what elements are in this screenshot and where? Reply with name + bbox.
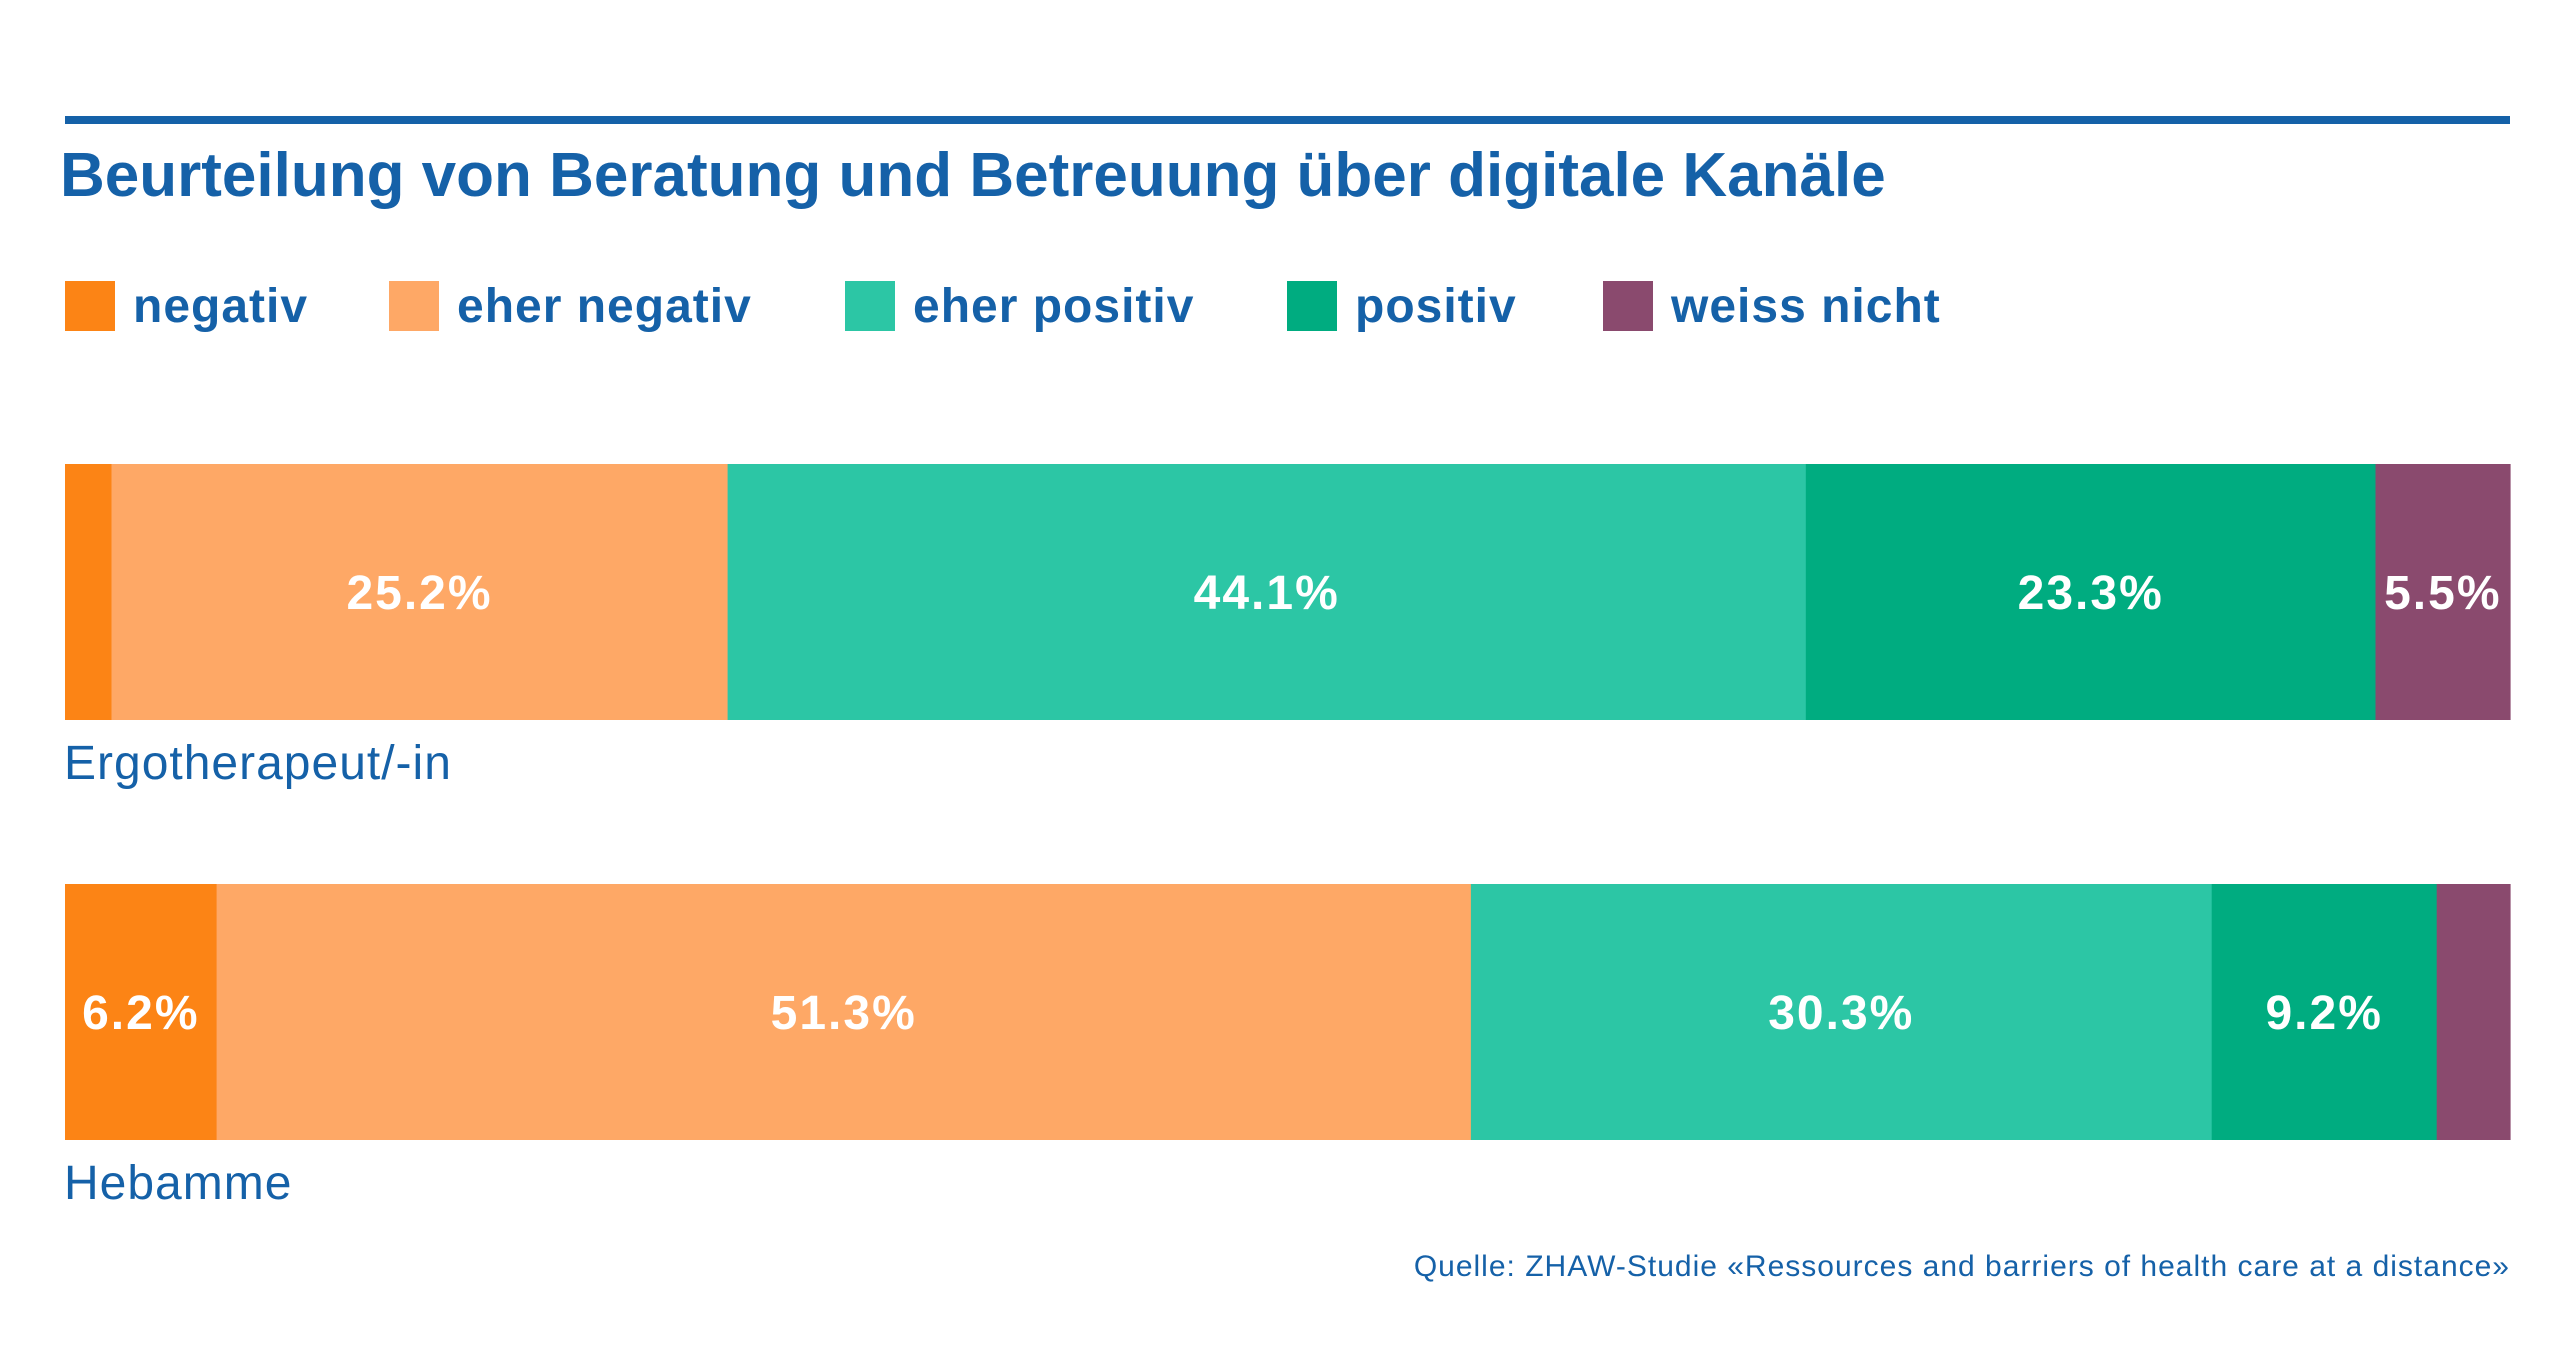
legend-item-eher-negativ: eher negativ <box>389 278 752 334</box>
bar-segment-positiv-2 <box>2211 884 2438 1140</box>
legend-item-eher-positiv: eher positiv <box>845 278 1194 334</box>
legend-swatch-eher-negativ <box>389 281 439 331</box>
legend-item-weiss-nicht: weiss nicht <box>1603 278 1941 334</box>
legend-label-eher-positiv: eher positiv <box>913 279 1195 333</box>
bar-segment-negativ-1 <box>65 464 113 720</box>
legend-swatch-weiss-nicht <box>1603 281 1653 331</box>
data-label-eher-positiv-1: 44.1% <box>1194 567 1340 620</box>
source-note: Quelle: ZHAW-Studie «Ressources and barr… <box>1413 1250 2510 1283</box>
bar-segment-positiv-1 <box>1805 464 2377 720</box>
data-label-negativ-2: 6.2% <box>82 987 199 1040</box>
legend-item-positiv: positiv <box>1287 278 1517 334</box>
legend-swatch-eher-positiv <box>845 281 895 331</box>
legend-swatch-negativ <box>65 281 115 331</box>
bar-segment-weiss-nicht-1 <box>2375 464 2511 720</box>
legend-label-positiv: positiv <box>1355 279 1517 333</box>
bar-segment-eher-positiv-2 <box>1470 884 2213 1140</box>
legend-label-eher-negativ: eher negativ <box>457 279 752 333</box>
category-label-ergotherapeut: Ergotherapeut/-in <box>64 737 452 790</box>
title-rule <box>65 116 2510 124</box>
data-label-eher-negativ-1: 25.2% <box>346 567 492 620</box>
bar-segment-eher-negativ-1 <box>111 464 729 720</box>
data-label-eher-positiv-2: 30.3% <box>1768 987 1914 1040</box>
bar-segment-weiss-nicht-2 <box>2436 884 2511 1140</box>
legend: negativ eher negativ eher positiv positi… <box>0 278 2560 334</box>
legend-swatch-positiv <box>1287 281 1337 331</box>
bar-segment-negativ-2 <box>65 884 218 1140</box>
bar-segment-eher-positiv-1 <box>727 464 1807 720</box>
category-label-hebamme: Hebamme <box>64 1157 293 1210</box>
data-label-positiv-1: 23.3% <box>2018 567 2164 620</box>
legend-label-negativ: negativ <box>133 279 309 333</box>
legend-item-negativ: negativ <box>65 278 308 334</box>
chart-title: Beurteilung von Beratung und Betreuung ü… <box>60 141 1886 210</box>
data-label-eher-negativ-2: 51.3% <box>771 987 917 1040</box>
legend-label-weiss-nicht: weiss nicht <box>1671 279 1941 333</box>
data-label-weiss-nicht-1: 5.5% <box>2384 567 2501 620</box>
bar-segment-eher-negativ-2 <box>216 884 1472 1140</box>
data-label-positiv-2: 9.2% <box>2265 987 2382 1040</box>
